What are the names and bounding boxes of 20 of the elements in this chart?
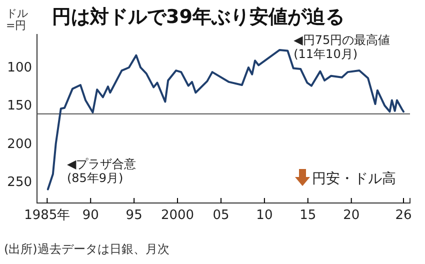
x-tick-label: 15 bbox=[300, 208, 316, 224]
y-tick-label: 100 bbox=[7, 60, 32, 76]
x-tick-label: 90 bbox=[82, 208, 99, 224]
y-tick-label: 150 bbox=[7, 98, 32, 114]
x-tick-label: 05 bbox=[212, 208, 230, 224]
x-tick-label: 26 bbox=[395, 208, 412, 224]
annotation: 円安・ドル高 bbox=[312, 171, 396, 187]
x-tick-label: 95 bbox=[126, 208, 142, 224]
x-tick-label: 20 bbox=[343, 208, 360, 224]
line-series bbox=[46, 48, 405, 190]
x-tick-label: 1985年 bbox=[24, 208, 70, 224]
x-tick-label: 2000 bbox=[160, 208, 194, 224]
text: (出所)過去データは日銀、月次 bbox=[4, 242, 170, 256]
annotation: ◀プラザ合意 (85年9月) bbox=[66, 157, 136, 186]
x-tick-label: 10 bbox=[256, 208, 273, 224]
chart-title: 円は対ドルで39年ぶり安値が迫る bbox=[52, 6, 344, 28]
annotation: ◀円75円の最高値 (11年10月) bbox=[294, 32, 390, 61]
y-axis-title: ドル =円 bbox=[6, 7, 28, 32]
y-tick-label: 250 bbox=[7, 174, 32, 190]
y-tick-label: 200 bbox=[7, 136, 32, 152]
